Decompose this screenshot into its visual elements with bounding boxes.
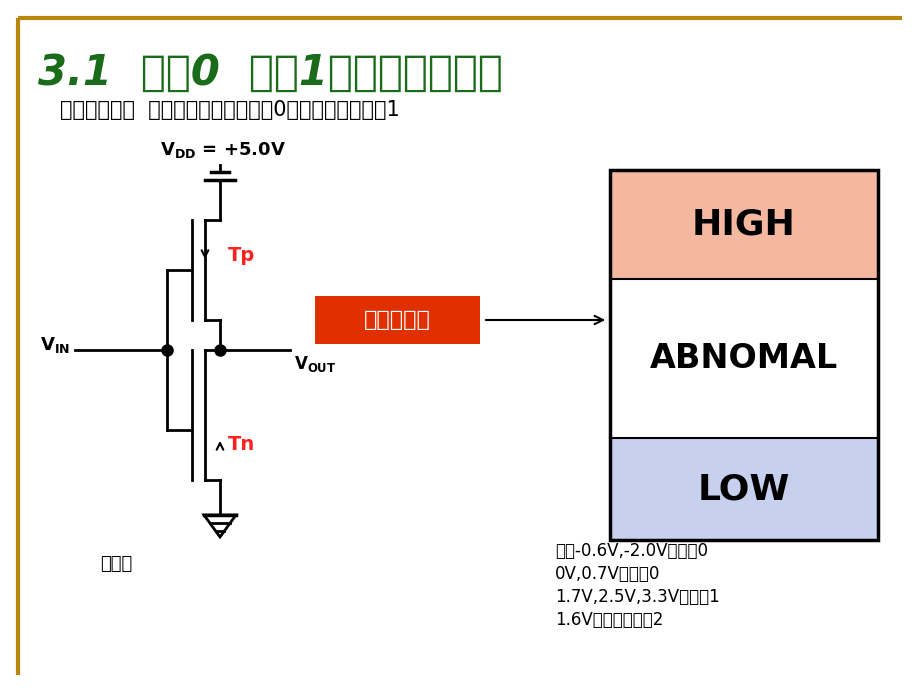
Text: $\mathbf{V_{DD}}$ = +5.0V: $\mathbf{V_{DD}}$ = +5.0V [160,140,286,160]
Text: 不确定逻辑：  电路可将其解释为逻辑0也可以解释为逻辑1: 不确定逻辑： 电路可将其解释为逻辑0也可以解释为逻辑1 [60,100,400,120]
Text: 1.7V,2.5V,3.3V为逻辑1: 1.7V,2.5V,3.3V为逻辑1 [554,588,719,606]
Text: ABNOMAL: ABNOMAL [649,342,837,375]
Text: 因此-0.6V,-2.0V是逻辑0: 因此-0.6V,-2.0V是逻辑0 [554,542,708,560]
Text: 反向器: 反向器 [100,555,132,573]
Text: HIGH: HIGH [691,208,795,242]
Text: Tn: Tn [228,435,255,455]
Bar [609,438,877,540]
Text: 0V,0.7V是逻辑0: 0V,0.7V是逻辑0 [554,565,660,583]
Text: $\mathbf{V_{IN}}$: $\mathbf{V_{IN}}$ [40,335,70,355]
Text: LOW: LOW [697,472,789,506]
Bar [314,296,480,344]
Bar [609,279,877,438]
Text: Tp: Tp [228,246,255,264]
Text: 1.6V为不确定逻辑2: 1.6V为不确定逻辑2 [554,611,663,629]
Text: $\mathbf{V_{OUT}}$: $\mathbf{V_{OUT}}$ [294,354,335,374]
Text: 3.1  逻辑0  逻辑1以及不确定逻辑: 3.1 逻辑0 逻辑1以及不确定逻辑 [38,52,503,94]
Bar [609,170,877,540]
Bar [609,170,877,279]
Text: 不确定逻辑: 不确定逻辑 [364,310,430,330]
